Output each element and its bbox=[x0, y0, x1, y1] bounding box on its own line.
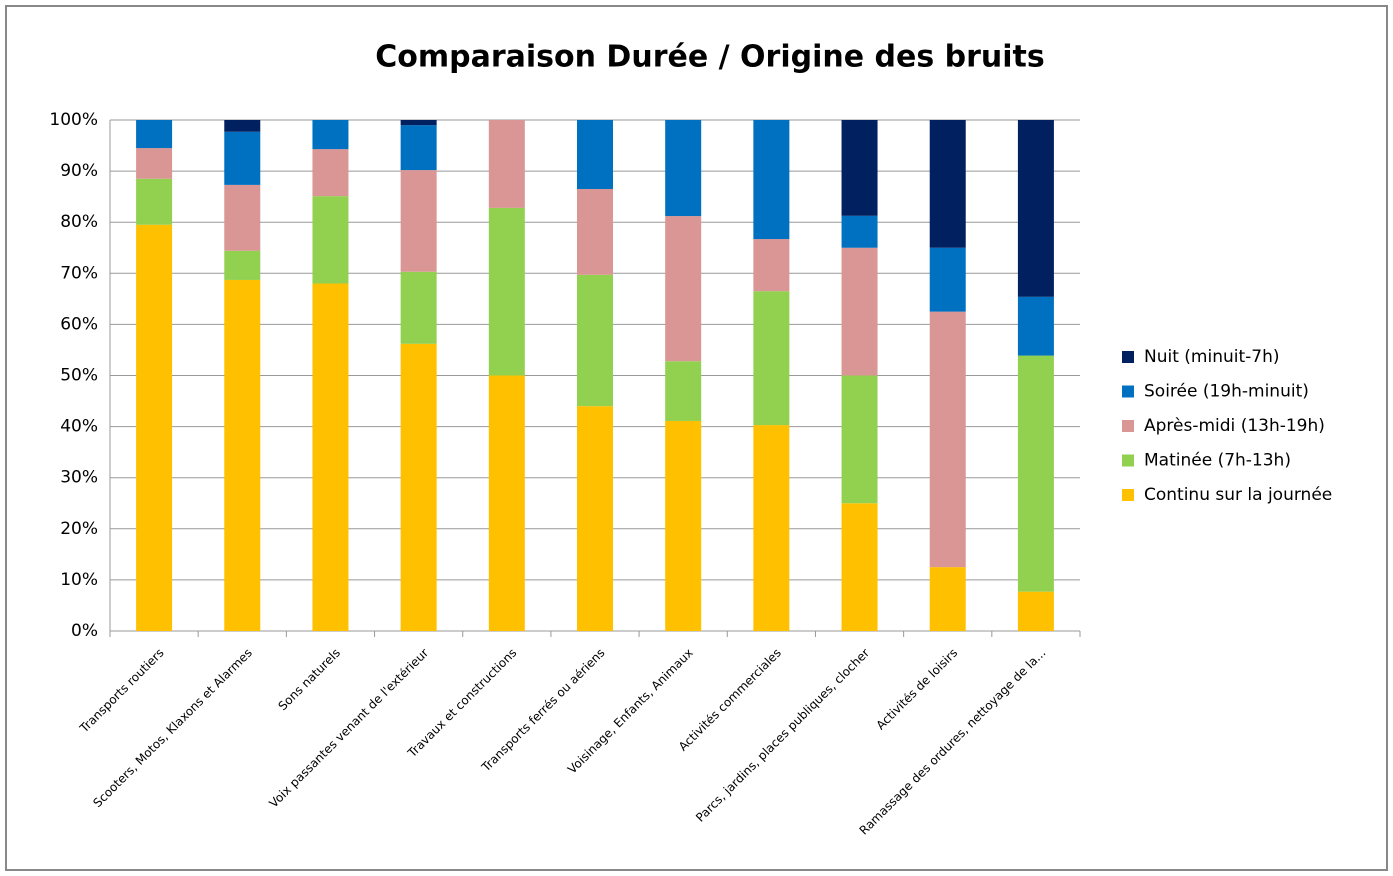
bar-segment bbox=[841, 503, 878, 631]
bar-segment bbox=[753, 239, 790, 292]
bar-segment bbox=[841, 375, 878, 504]
bar-segment bbox=[400, 271, 437, 344]
y-tick-label: 80% bbox=[60, 212, 98, 232]
bar-segment bbox=[136, 178, 173, 225]
bar-segment bbox=[929, 120, 966, 248]
bar-segment bbox=[400, 125, 437, 171]
legend-label: Nuit (minuit-7h) bbox=[1144, 347, 1280, 367]
bar-segment bbox=[400, 343, 437, 631]
bar-segment bbox=[577, 188, 613, 275]
legend-swatch bbox=[1122, 454, 1134, 467]
bar-segment bbox=[312, 196, 349, 284]
bar-segment bbox=[577, 274, 613, 407]
bar-segment bbox=[1017, 591, 1054, 631]
bar-segment bbox=[841, 247, 878, 376]
y-tick-label: 30% bbox=[60, 468, 98, 488]
bar-segment bbox=[665, 420, 702, 631]
bar-segment bbox=[665, 216, 702, 362]
y-tick-label: 100% bbox=[49, 110, 98, 130]
bar-segment bbox=[753, 291, 790, 426]
y-tick-label: 60% bbox=[60, 314, 98, 334]
legend-swatch bbox=[1122, 489, 1134, 501]
y-tick-label: 0% bbox=[71, 621, 98, 641]
bar-segment bbox=[488, 207, 525, 376]
bar-segment bbox=[929, 311, 966, 568]
bar-segment bbox=[224, 250, 261, 280]
bar-segment bbox=[1017, 120, 1054, 297]
bar-segment bbox=[1017, 296, 1054, 356]
bar-segment bbox=[312, 283, 349, 631]
bar-segment bbox=[753, 425, 790, 631]
bar-segment bbox=[665, 361, 702, 421]
bar-segment bbox=[224, 279, 261, 631]
legend-label: Soirée (19h-minuit) bbox=[1144, 382, 1309, 402]
bar-segment bbox=[488, 120, 525, 208]
bar-segment bbox=[577, 406, 613, 631]
legend-label: Matinée (7h-13h) bbox=[1144, 451, 1291, 471]
legend-swatch bbox=[1122, 351, 1134, 363]
legend-label: Continu sur la journée bbox=[1144, 485, 1332, 505]
y-tick-label: 40% bbox=[60, 417, 98, 437]
y-tick-label: 10% bbox=[60, 570, 98, 590]
bar-segment bbox=[224, 120, 261, 132]
bar-segment bbox=[665, 120, 702, 217]
bar-segment bbox=[1017, 355, 1054, 592]
legend-label: Après-midi (13h-19h) bbox=[1144, 416, 1325, 436]
y-tick-label: 50% bbox=[60, 366, 98, 386]
chart-title: Comparaison Durée / Origine des bruits bbox=[375, 40, 1045, 75]
bar-segment bbox=[577, 120, 613, 189]
bar-segment bbox=[841, 120, 878, 216]
y-tick-label: 70% bbox=[60, 263, 98, 283]
bar-segment bbox=[136, 148, 173, 179]
bar-segment bbox=[488, 375, 525, 631]
bar-segment bbox=[753, 120, 790, 240]
legend-swatch bbox=[1122, 420, 1134, 432]
y-tick-label: 20% bbox=[60, 519, 98, 539]
bar-segment bbox=[224, 184, 261, 251]
bar-segment bbox=[400, 170, 437, 272]
y-tick-label: 90% bbox=[60, 161, 98, 181]
bar-segment bbox=[312, 120, 349, 150]
bar-segment bbox=[136, 224, 173, 631]
bar-segment bbox=[929, 567, 966, 631]
bar-segment bbox=[841, 215, 878, 248]
bar-segment bbox=[312, 149, 349, 197]
legend-swatch bbox=[1122, 385, 1134, 398]
bar-segment bbox=[224, 131, 261, 185]
bar-segment bbox=[400, 120, 437, 126]
bar-segment bbox=[136, 120, 173, 149]
bar-segment bbox=[929, 247, 966, 312]
